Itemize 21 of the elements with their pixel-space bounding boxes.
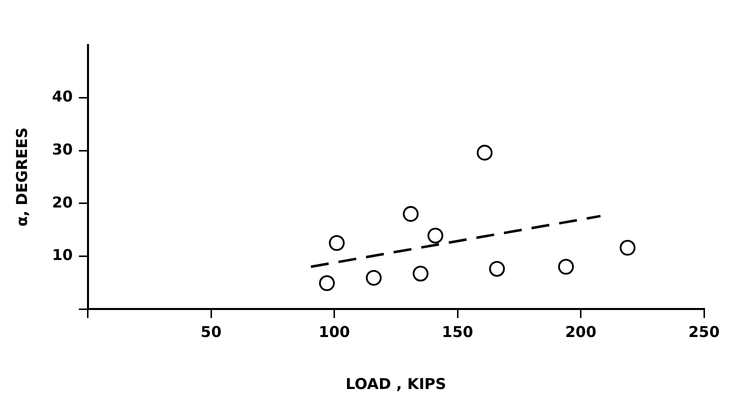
x-tick-label: 50 [200, 322, 222, 341]
y-tick-label: 40 [52, 88, 73, 106]
point [476, 144, 493, 161]
point [412, 266, 428, 282]
x-tick-label: 150 [442, 322, 474, 341]
y-tick-label: 20 [52, 193, 73, 212]
point [620, 240, 636, 256]
point [427, 228, 444, 244]
point [489, 260, 505, 277]
point [402, 206, 419, 222]
x-tick-label: 250 [688, 322, 720, 341]
x-tick-label: 200 [565, 322, 596, 341]
point [558, 258, 574, 275]
y-tick-label: 10 [52, 246, 73, 264]
y-tick-label: 30 [52, 140, 73, 158]
x-tick-label: 100 [318, 322, 350, 341]
point [366, 270, 382, 286]
point [328, 235, 345, 251]
y-axis-title: α, DEGREES [12, 127, 31, 227]
point [319, 275, 335, 292]
x-axis-title: LOAD , KIPS [346, 374, 446, 393]
